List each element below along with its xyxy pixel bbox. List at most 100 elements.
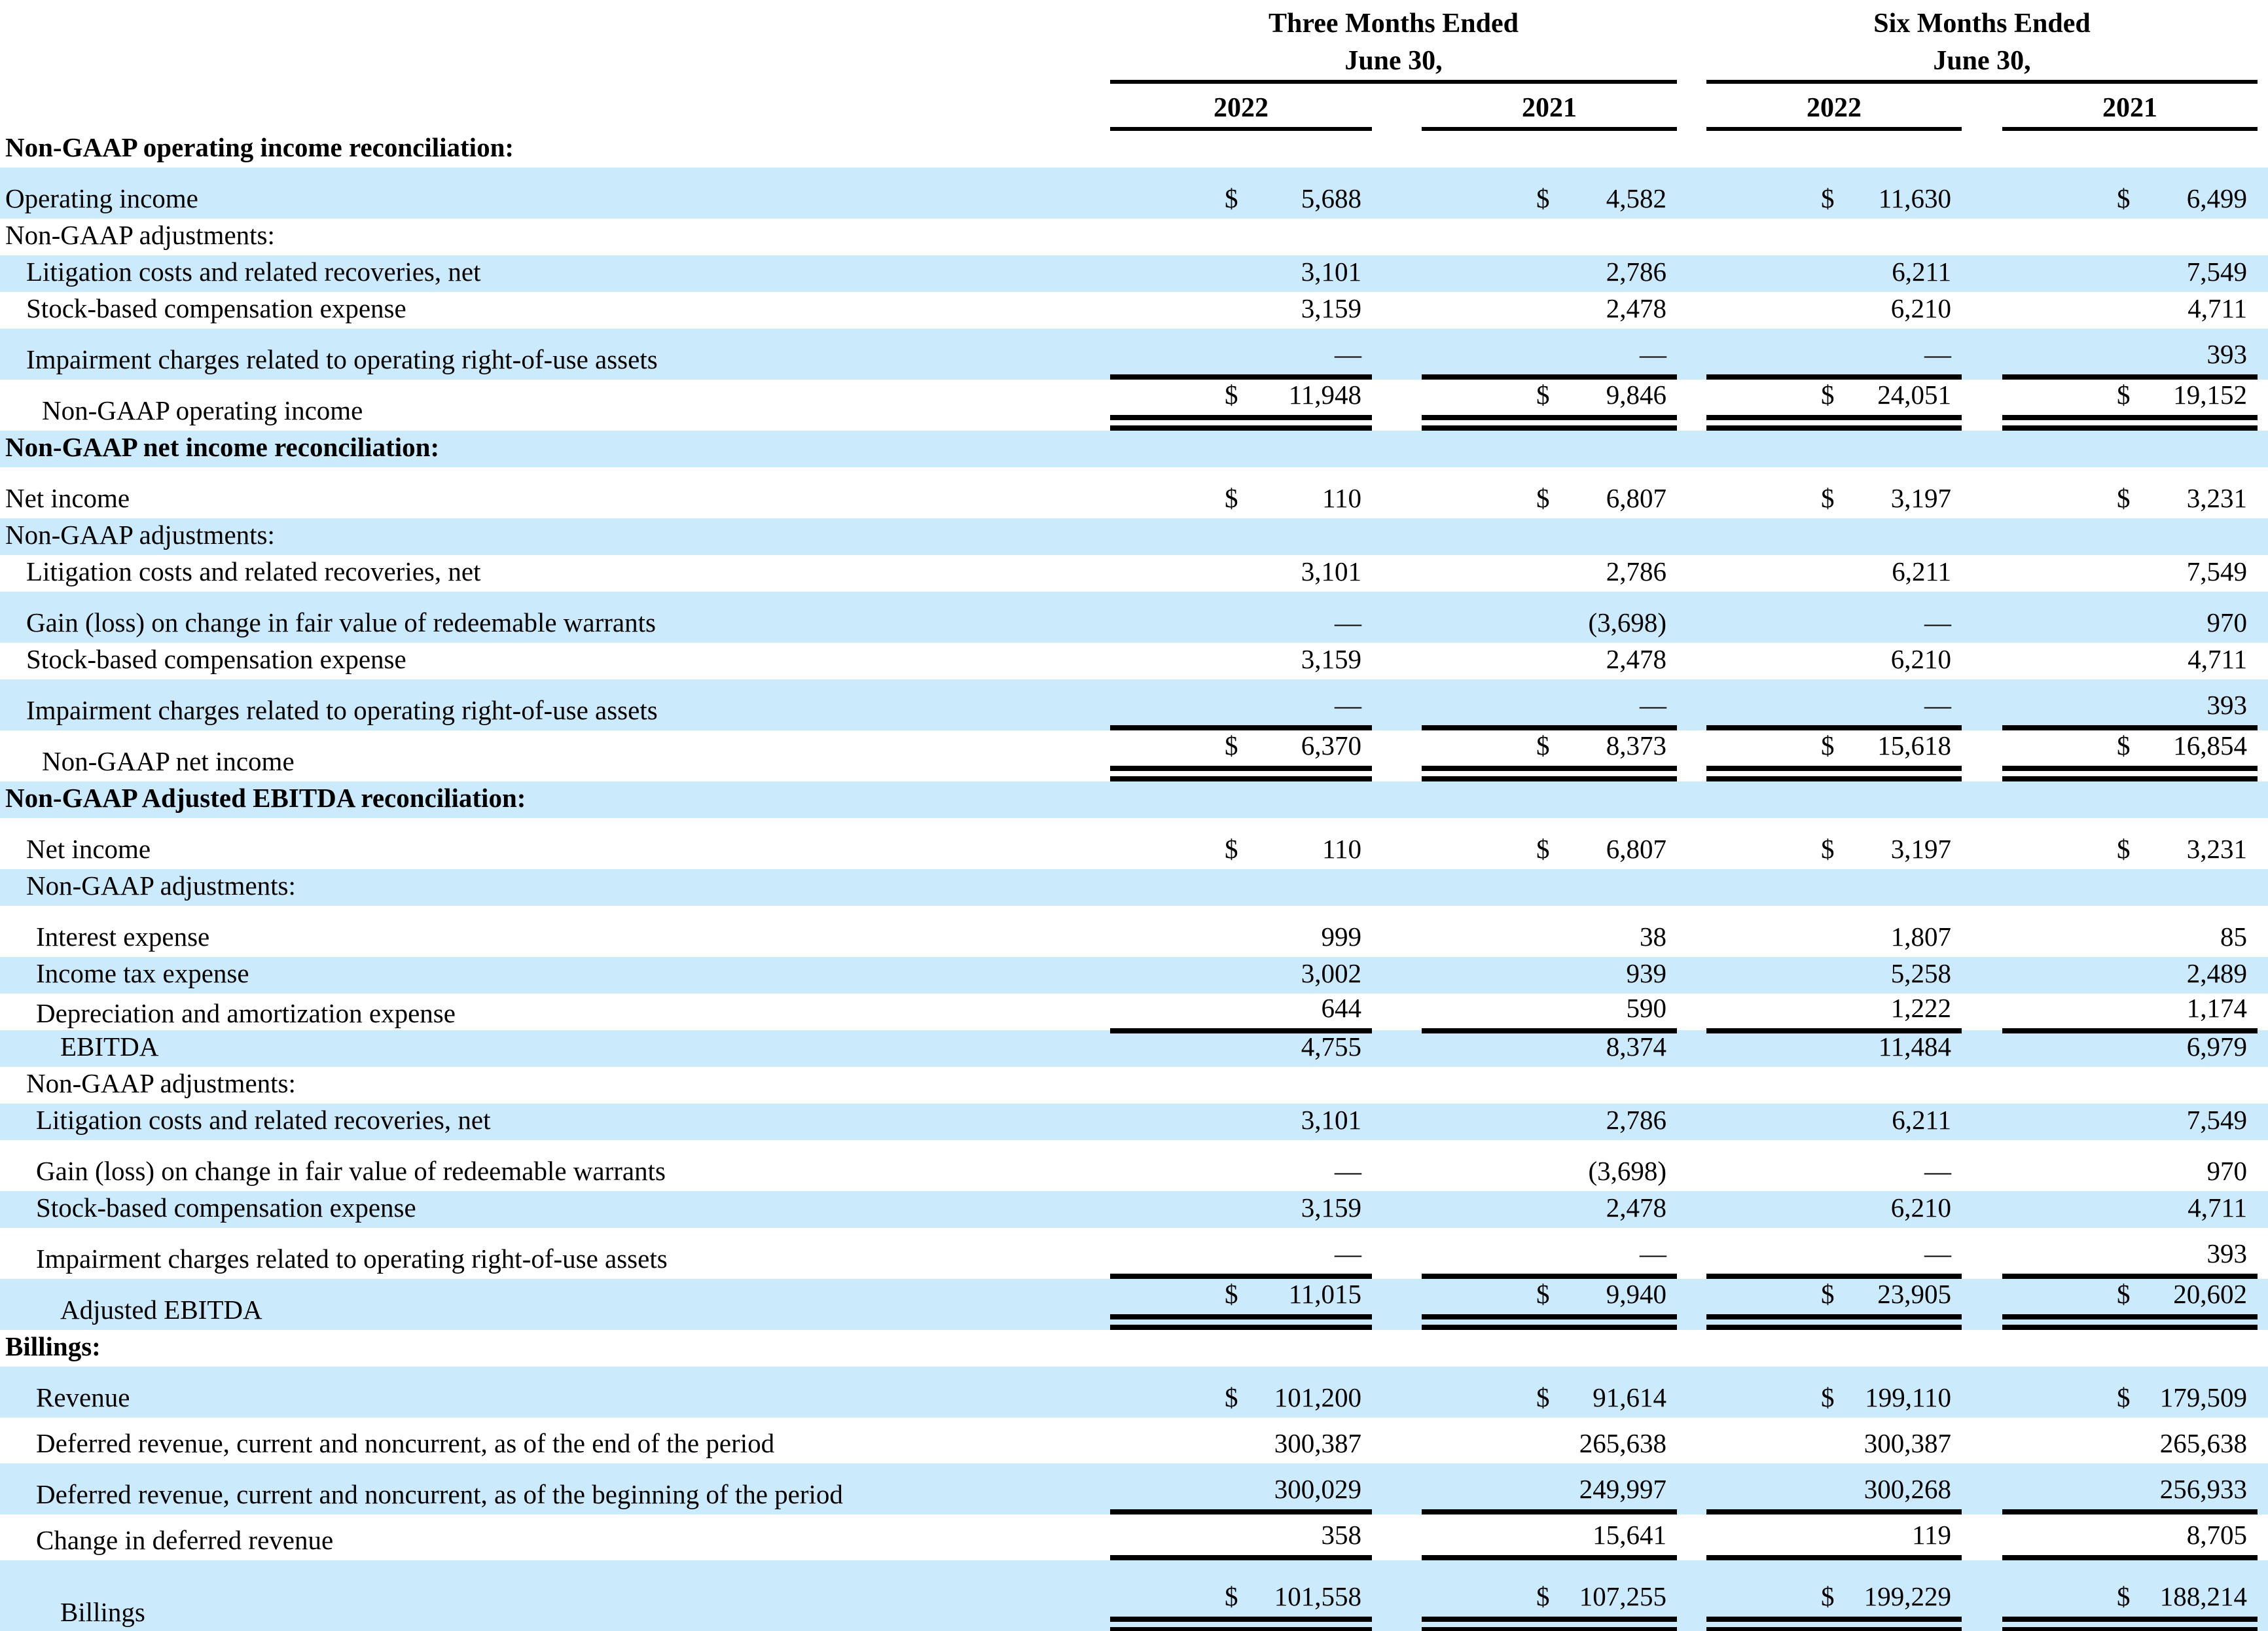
- dollar-sign: $: [1225, 1581, 1238, 1611]
- section-title: Non-GAAP net income reconciliation:: [5, 432, 440, 462]
- dollar-sign: $: [1536, 730, 1550, 761]
- dollar-sign: $: [1536, 1581, 1550, 1611]
- table-row: Stock-based compensation expense 3,159 2…: [0, 643, 2268, 679]
- cell-value: 24,051: [1877, 380, 1951, 410]
- cell: 2,786: [1422, 255, 1677, 292]
- table-row: Change in deferred revenue 358 15,641 11…: [0, 1514, 2268, 1560]
- cell-value: 3,159: [1301, 293, 1361, 323]
- cell: —: [1422, 329, 1677, 380]
- cell: —: [1110, 679, 1372, 730]
- cell: 15,641: [1422, 1514, 1677, 1560]
- row-label: Deferred revenue, current and noncurrent…: [36, 1479, 843, 1509]
- cell: $8,373: [1422, 730, 1677, 781]
- cell-value: 119: [1912, 1520, 1951, 1550]
- dollar-sign: $: [1225, 183, 1238, 213]
- cell-value: 179,509: [2159, 1382, 2247, 1412]
- table-row: Litigation costs and related recoveries,…: [0, 555, 2268, 592]
- cell: 3,101: [1110, 555, 1372, 592]
- section-title: Non-GAAP Adjusted EBITDA reconciliation:: [5, 783, 526, 813]
- dollar-sign: $: [1225, 483, 1238, 513]
- cell-value: 4,755: [1301, 1031, 1361, 1062]
- cell-value: 9,846: [1606, 380, 1666, 410]
- cell-value: 5,258: [1890, 958, 1951, 988]
- cell: 5,258: [1706, 957, 1962, 994]
- cell: 2,786: [1422, 1103, 1677, 1140]
- total-row: Billings $101,558 $107,255 $199,229 $188…: [0, 1560, 2268, 1631]
- cell: 4,711: [2002, 1191, 2258, 1228]
- cell-value: 3,159: [1301, 1192, 1361, 1223]
- cell-value: 5,688: [1301, 183, 1361, 213]
- cell: 6,211: [1706, 1103, 1962, 1140]
- row-label: Non-GAAP adjustments:: [26, 1068, 296, 1098]
- cell-value: 38: [1640, 922, 1666, 952]
- cell-value: 11,015: [1288, 1279, 1361, 1309]
- table-row: Interest expense 999 38 1,807 85: [0, 906, 2268, 957]
- cell-value: 7,549: [2186, 556, 2247, 586]
- table-row: Stock-based compensation expense 3,159 2…: [0, 1191, 2268, 1228]
- cell-value: 8,374: [1606, 1031, 1666, 1062]
- cell-value: 2,478: [1606, 293, 1666, 323]
- dollar-sign: $: [2117, 1581, 2131, 1611]
- cell-value: 1,222: [1890, 993, 1951, 1023]
- row-label: Adjusted EBITDA: [60, 1295, 262, 1325]
- dollar-sign: $: [1536, 483, 1550, 513]
- cell: (3,698): [1422, 1140, 1677, 1191]
- cell: 38: [1422, 906, 1677, 957]
- group-subtitle: June 30,: [1344, 46, 1443, 76]
- table-row: Non-GAAP adjustments:: [0, 219, 2268, 255]
- cell: $110: [1110, 467, 1372, 518]
- row-label: Non-GAAP adjustments:: [26, 870, 296, 901]
- cell: —: [1422, 679, 1677, 730]
- col-group-six-months: Six Months Ended June 30,: [1706, 0, 2258, 84]
- cell: —: [1706, 679, 1962, 730]
- cell-value: 358: [1321, 1520, 1362, 1550]
- subtotal-row: EBITDA 4,755 8,374 11,484 6,979: [0, 1030, 2268, 1067]
- cell-value: 11,630: [1878, 183, 1951, 213]
- cell-value: 11,484: [1878, 1031, 1951, 1062]
- cell-value: —: [1335, 690, 1361, 720]
- cell: 970: [2002, 592, 2258, 643]
- dollar-sign: $: [1821, 730, 1835, 761]
- year-col-header: 2021: [1422, 84, 1677, 131]
- table-row: Impairment charges related to operating …: [0, 679, 2268, 730]
- cell: 6,211: [1706, 555, 1962, 592]
- cell: $101,200: [1110, 1367, 1372, 1418]
- cell: 6,211: [1706, 255, 1962, 292]
- row-label: Billings: [60, 1597, 145, 1627]
- cell-value: 6,211: [1892, 257, 1951, 287]
- cell-value: 4,711: [2187, 1192, 2247, 1223]
- cell-value: 101,200: [1274, 1382, 1361, 1412]
- total-row: Non-GAAP net income $6,370 $8,373 $15,61…: [0, 730, 2268, 781]
- cell-value: 2,478: [1606, 1192, 1666, 1223]
- cell-value: 6,807: [1606, 834, 1666, 864]
- row-label: Stock-based compensation expense: [26, 644, 406, 674]
- row-label: Net income: [26, 834, 151, 864]
- cell: 590: [1422, 994, 1677, 1033]
- cell-value: 265,638: [1579, 1428, 1666, 1458]
- section-header-row: Billings:: [0, 1330, 2268, 1367]
- row-label: Litigation costs and related recoveries,…: [36, 1105, 491, 1135]
- dollar-sign: $: [1536, 1279, 1550, 1309]
- cell: 2,786: [1422, 555, 1677, 592]
- table-row: Operating income $5,688 $4,582 $11,630 $…: [0, 168, 2268, 219]
- cell: 1,807: [1706, 906, 1962, 957]
- row-label: Interest expense: [36, 922, 210, 952]
- cell-value: 6,210: [1890, 293, 1951, 323]
- cell: 1,222: [1706, 994, 1962, 1033]
- row-label: Gain (loss) on change in fair value of r…: [36, 1156, 666, 1186]
- cell-value: 4,711: [2187, 293, 2247, 323]
- row-label: Litigation costs and related recoveries,…: [26, 556, 481, 586]
- cell: 7,549: [2002, 255, 2258, 292]
- cell: —: [1110, 1140, 1372, 1191]
- cell: —: [1706, 592, 1962, 643]
- dollar-sign: $: [2117, 483, 2131, 513]
- cell-value: —: [1924, 339, 1951, 369]
- dollar-sign: $: [1536, 1382, 1550, 1412]
- cell: $11,948: [1110, 380, 1372, 431]
- col-group-three-months: Three Months Ended June 30,: [1110, 0, 1677, 84]
- cell-value: 3,197: [1890, 483, 1951, 513]
- cell-value: 939: [1626, 958, 1667, 988]
- cell-value: 2,489: [2186, 958, 2247, 988]
- row-label: Litigation costs and related recoveries,…: [26, 257, 481, 287]
